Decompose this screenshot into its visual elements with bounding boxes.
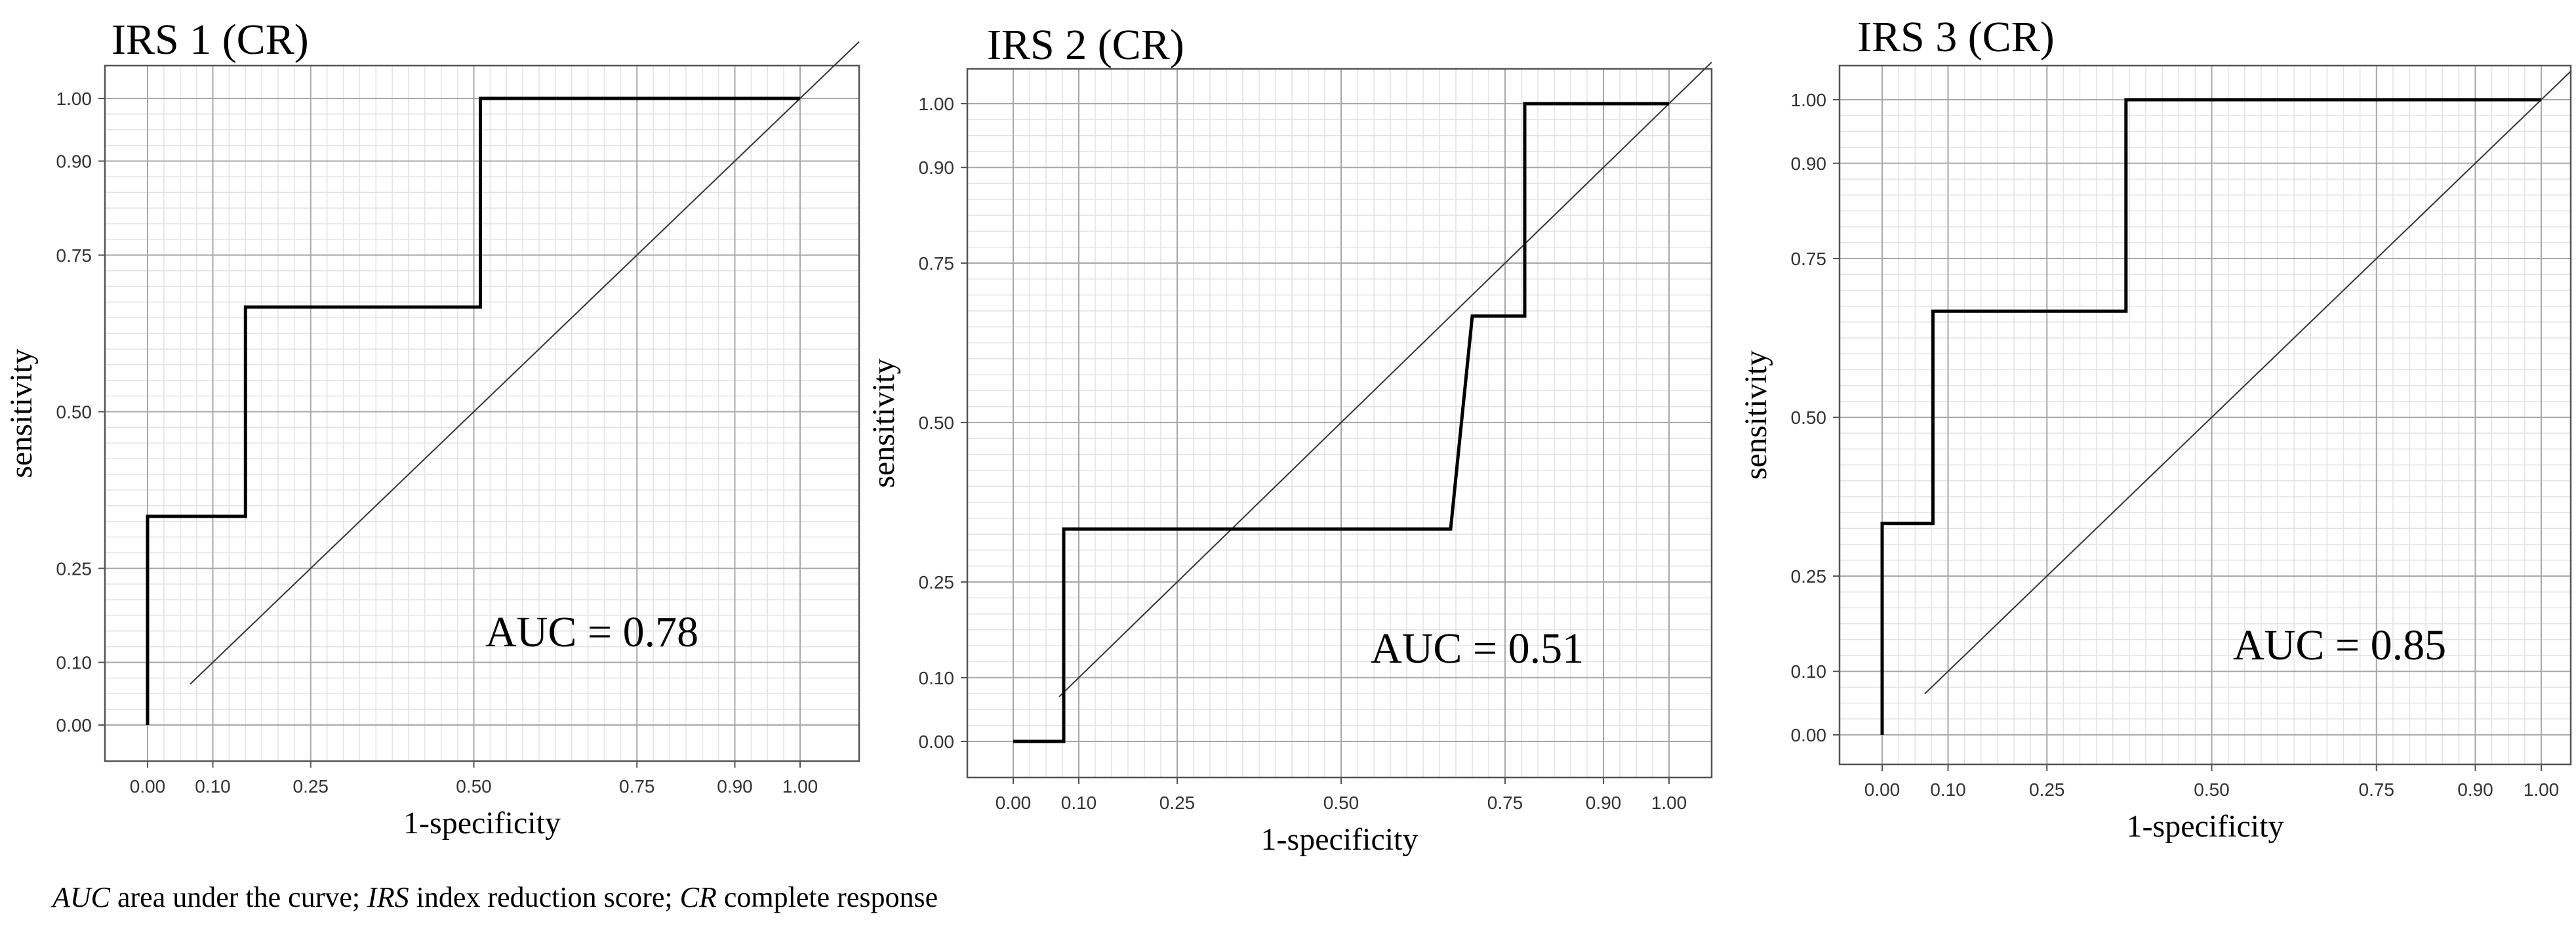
y-tick-label: 0.10: [919, 668, 955, 688]
x-tick-label: 0.75: [2359, 779, 2395, 800]
x-tick-label: 0.75: [619, 776, 655, 797]
plot-border: [1838, 64, 2572, 766]
y-tick-label: 0.25: [1791, 566, 1827, 587]
reference-diagonal: [1058, 62, 1712, 697]
y-tick-label: 1.00: [56, 89, 92, 109]
x-tick-label: 1.00: [2524, 779, 2560, 800]
x-tick-label: 0.90: [717, 776, 753, 797]
y-tick-label: 0.10: [56, 653, 92, 673]
y-tick-label: 0.50: [919, 413, 955, 433]
chart-panel-1: 0.00 0.10 0.25 0.50 0.75 0.90 1.00 0.00 0.10 0.25…: [4, 16, 860, 840]
x-axis-title: 1-specificity: [403, 806, 561, 840]
reference-diagonal: [1924, 70, 2571, 695]
y-tick-label: 0.25: [56, 558, 92, 579]
y-tick-label: 1.00: [919, 94, 955, 114]
y-tick-label: 0.90: [56, 152, 92, 172]
y-axis-title: sensitivity: [4, 348, 39, 478]
chart-panel-3: 0.00 0.10 0.25 0.50 0.75 0.90 1.00 0.00 0.10 0.25…: [1739, 13, 2572, 844]
figure-caption: AUC area under the curve; IRS index redu…: [52, 881, 938, 914]
auc-annotation: AUC = 0.85: [2233, 621, 2446, 669]
x-tick-label: 0.50: [1323, 793, 1359, 813]
x-tick-label: 0.90: [2457, 779, 2493, 800]
y-tick-label: 0.50: [56, 402, 92, 423]
x-axis-title: 1-specificity: [2127, 809, 2284, 844]
chart-title: IRS 3 (CR): [1857, 13, 2055, 61]
plot-border: [104, 64, 860, 762]
y-tick-label: 0.90: [1791, 154, 1827, 174]
y-tick-label: 1.00: [1791, 90, 1827, 110]
x-tick-label: 0.00: [996, 793, 1032, 813]
y-tick-label: 0.90: [919, 157, 955, 178]
x-tick-label: 0.75: [1487, 793, 1523, 813]
x-tick-label: 1.00: [1651, 793, 1687, 813]
auc-annotation: AUC = 0.78: [485, 608, 698, 656]
y-tick-label: 0.50: [1791, 407, 1827, 428]
y-tick-label: 0.00: [56, 715, 92, 736]
reference-diagonal: [190, 41, 860, 685]
caption-irs-abbr: IRS: [367, 881, 409, 913]
x-tick-label: 0.25: [2029, 779, 2065, 800]
x-tick-label: 0.10: [195, 776, 231, 797]
x-tick-label: 0.90: [1586, 793, 1622, 813]
y-axis-title: sensitivity: [866, 358, 901, 487]
x-tick-label: 0.10: [1061, 793, 1097, 813]
caption-auc-def: area under the curve;: [110, 881, 368, 913]
chart-title: IRS 2 (CR): [987, 21, 1184, 69]
y-axis-title: sensitivity: [1739, 350, 1773, 480]
chart-title: IRS 1 (CR): [111, 16, 309, 64]
x-tick-label: 1.00: [782, 776, 818, 797]
x-tick-label: 0.00: [1864, 779, 1901, 800]
auc-annotation: AUC = 0.51: [1371, 625, 1584, 673]
y-tick-label: 0.25: [919, 572, 955, 592]
x-tick-label: 0.50: [456, 776, 492, 797]
caption-auc-abbr: AUC: [52, 881, 110, 913]
y-tick-label: 0.75: [56, 245, 92, 266]
x-tick-label: 0.25: [1159, 793, 1196, 813]
y-tick-label: 0.00: [1791, 725, 1827, 745]
roc-curve: [1880, 98, 2541, 735]
x-tick-label: 0.10: [1930, 779, 1966, 800]
x-tick-label: 0.50: [2194, 779, 2230, 800]
roc-curve: [1013, 102, 1669, 743]
y-tick-label: 0.00: [919, 732, 955, 752]
chart-panel-2: 0.00 0.10 0.25 0.50 0.75 0.90 1.00 0.00 0.10 0.25…: [866, 21, 1713, 857]
y-tick-label: 0.75: [919, 253, 955, 274]
caption-cr-def: complete response: [716, 881, 938, 913]
roc-curve: [146, 96, 800, 725]
x-tick-label: 0.25: [293, 776, 329, 797]
y-tick-label: 0.10: [1791, 661, 1827, 682]
caption-cr-abbr: CR: [679, 881, 717, 913]
x-tick-label: 0.00: [130, 776, 166, 797]
x-axis-title: 1-specificity: [1261, 822, 1419, 857]
caption-irs-def: index reduction score;: [409, 881, 680, 913]
y-tick-label: 0.75: [1791, 249, 1827, 269]
